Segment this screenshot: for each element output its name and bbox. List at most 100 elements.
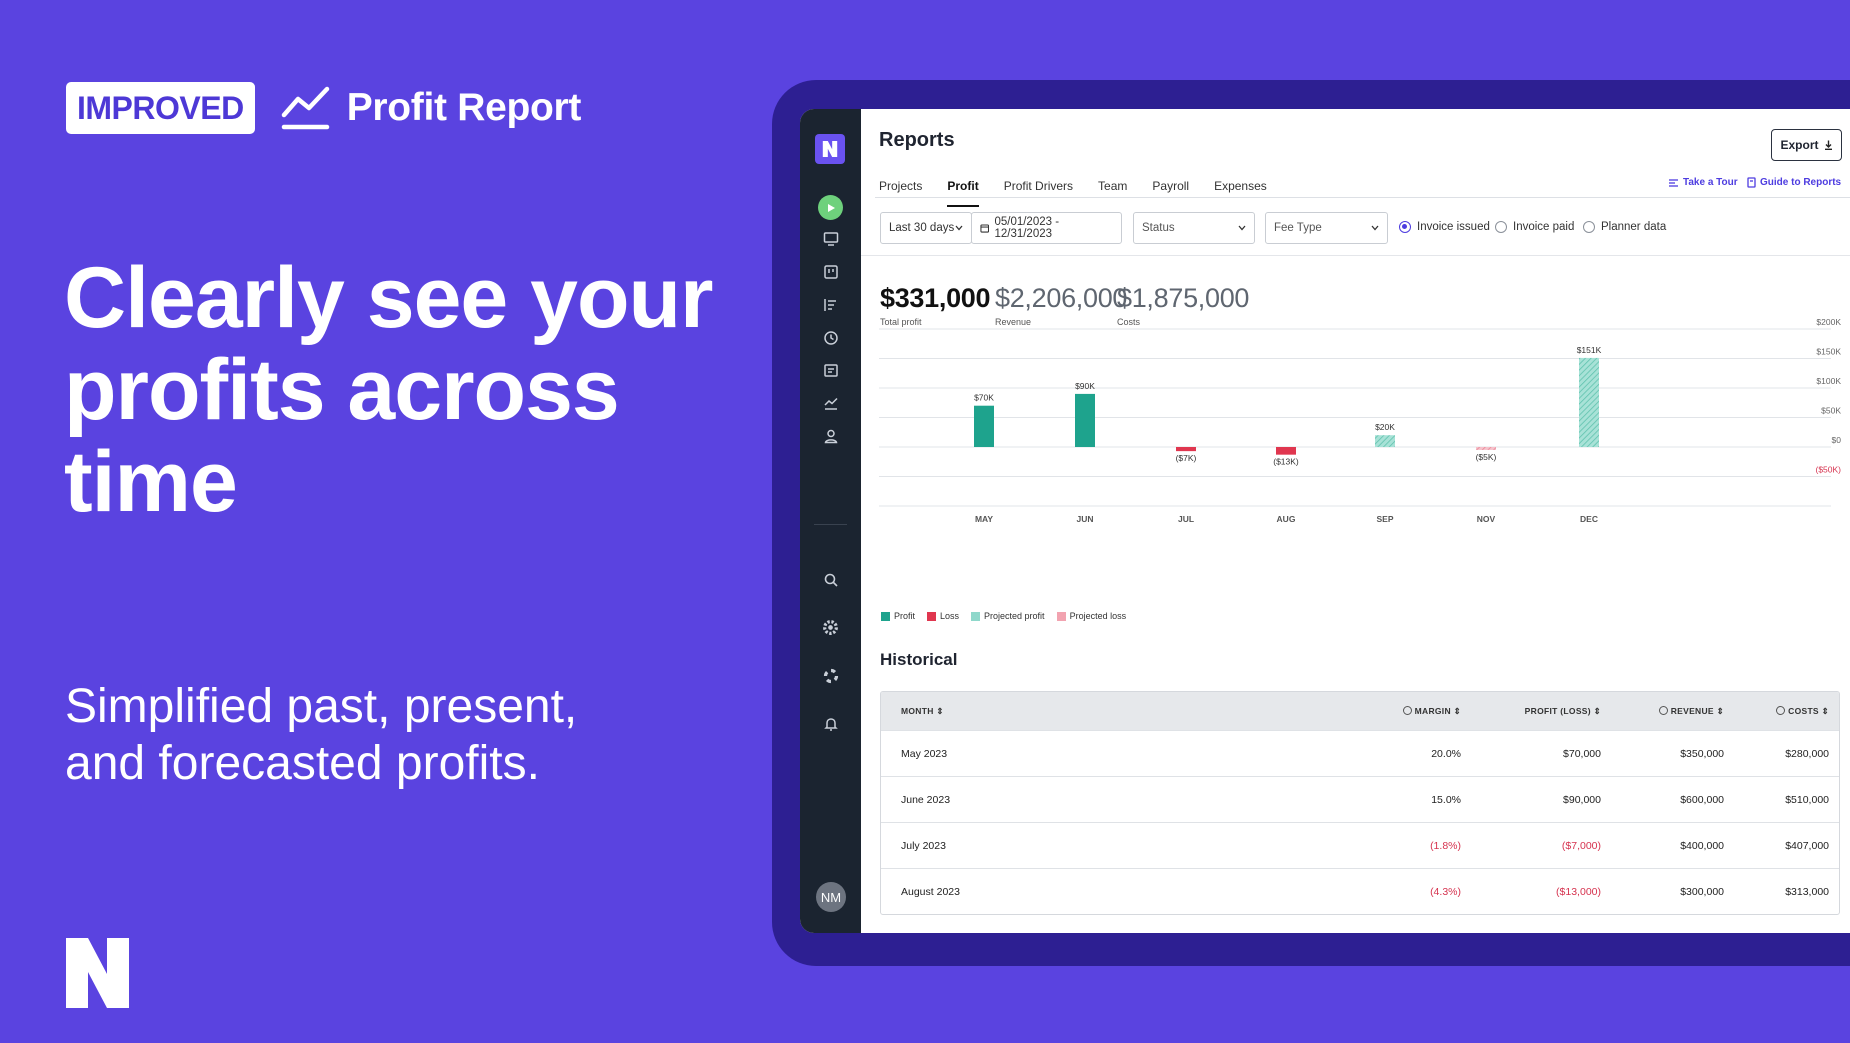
radio-label: Invoice issued bbox=[1417, 221, 1490, 233]
legend-item-profit: Profit bbox=[881, 611, 915, 621]
trend-icon[interactable] bbox=[820, 392, 841, 413]
tab-payroll[interactable]: Payroll bbox=[1152, 179, 1190, 193]
metric-value: $1,875,000 bbox=[1117, 283, 1250, 313]
search-icon[interactable] bbox=[820, 569, 841, 590]
x-tick-label: NOV bbox=[1477, 514, 1496, 524]
table-row[interactable]: August 2023 (4.3%) ($13,000) $300,000 $313,0… bbox=[881, 868, 1839, 914]
cell-costs: $280,000 bbox=[1785, 747, 1829, 760]
cell-costs: $313,000 bbox=[1785, 885, 1829, 898]
legend-swatch bbox=[881, 611, 890, 621]
take-tour-link[interactable]: Take a Tour bbox=[1668, 177, 1738, 188]
cell-profit: $90,000 bbox=[1563, 793, 1601, 806]
fee-type-placeholder: Fee Type bbox=[1274, 222, 1322, 234]
y-tick-label: ($50K) bbox=[1815, 465, 1841, 475]
person-icon[interactable] bbox=[820, 425, 841, 446]
chart-bar[interactable] bbox=[1579, 357, 1599, 447]
app-logo-icon[interactable] bbox=[815, 134, 845, 164]
header-label: MONTH bbox=[901, 705, 934, 716]
legend-item-projected-loss: Projected loss bbox=[1056, 611, 1126, 621]
y-tick-label: $100K bbox=[1816, 376, 1841, 386]
fee-type-select[interactable]: Fee Type bbox=[1265, 212, 1388, 244]
date-range-value: 05/01/2023 - 12/31/2023 bbox=[994, 216, 1060, 240]
legend-label: Loss bbox=[940, 611, 960, 621]
radio-label: Planner data bbox=[1601, 221, 1667, 233]
data-label: $90K bbox=[1075, 381, 1095, 391]
avatar[interactable]: NM bbox=[816, 882, 846, 912]
board-icon[interactable] bbox=[820, 261, 841, 282]
hero-title: Profit Report bbox=[346, 86, 582, 129]
help-icon[interactable] bbox=[820, 665, 841, 686]
header-label: MARGIN bbox=[1414, 705, 1451, 716]
cell-profit: ($13,000) bbox=[1556, 885, 1601, 898]
tab-profit-drivers[interactable]: Profit Drivers bbox=[1003, 179, 1074, 193]
header-label: COSTS bbox=[1788, 705, 1819, 716]
chart-bar[interactable] bbox=[1476, 447, 1496, 450]
chart-bar[interactable] bbox=[974, 405, 994, 447]
header-revenue[interactable]: REVENUE ⇕ bbox=[1601, 705, 1724, 717]
monitor-icon[interactable] bbox=[820, 228, 841, 249]
legend-item-projected-profit: Projected profit bbox=[971, 611, 1045, 621]
sidebar-divider bbox=[814, 524, 847, 525]
headline: Clearly see your profits across time bbox=[64, 250, 713, 530]
tabs-divider bbox=[875, 197, 1850, 198]
radio-planner-data[interactable]: Planner data bbox=[1583, 221, 1666, 233]
calendar-icon bbox=[980, 224, 990, 233]
header-margin[interactable]: MARGIN ⇕ bbox=[1351, 705, 1461, 717]
legend-swatch bbox=[927, 611, 937, 621]
header-label: REVENUE bbox=[1670, 705, 1714, 716]
cell-month: August 2023 bbox=[901, 885, 960, 898]
info-icon bbox=[1776, 705, 1786, 715]
metric-label: Revenue bbox=[995, 317, 1032, 327]
take-tour-label: Take a Tour bbox=[1683, 177, 1738, 188]
status-placeholder: Status bbox=[1142, 222, 1175, 234]
cell-margin: 20.0% bbox=[1431, 747, 1461, 760]
table-row[interactable]: May 2023 20.0% $70,000 $350,000 $280,000 bbox=[881, 730, 1839, 776]
chart-bar[interactable] bbox=[1276, 447, 1296, 455]
chart-legend: Profit Loss Projected profit Projected l… bbox=[881, 611, 1126, 621]
tab-expenses[interactable]: Expenses bbox=[1214, 179, 1267, 193]
data-label: $151K bbox=[1577, 345, 1602, 355]
chevron-down-icon bbox=[955, 225, 963, 231]
x-tick-label: JUN bbox=[1076, 514, 1093, 524]
header-costs[interactable]: COSTS ⇕ bbox=[1724, 705, 1829, 717]
chart-bar[interactable] bbox=[1375, 435, 1395, 447]
table-row[interactable]: July 2023 (1.8%) ($7,000) $400,000 $407,000 bbox=[881, 822, 1839, 868]
hero-header: IMPROVED Profit Report bbox=[66, 82, 581, 134]
book-icon bbox=[1747, 177, 1756, 188]
chart-bar[interactable] bbox=[1075, 393, 1095, 447]
table-header: MONTH ⇕ MARGIN ⇕ PROFIT (LOSS) ⇕ REVENUE… bbox=[881, 692, 1839, 730]
metric-label: Costs bbox=[1117, 317, 1141, 327]
cell-costs: $510,000 bbox=[1785, 793, 1829, 806]
metric-value: $2,206,000 bbox=[995, 283, 1128, 313]
tab-profit[interactable]: Profit bbox=[947, 177, 979, 207]
radio-label: Invoice paid bbox=[1513, 221, 1575, 233]
clock-icon[interactable] bbox=[820, 327, 841, 348]
export-label: Export bbox=[1780, 138, 1819, 152]
timer-play-icon[interactable] bbox=[818, 195, 843, 220]
date-range-picker[interactable]: 05/01/2023 - 12/31/2023 bbox=[971, 212, 1122, 244]
tab-projects[interactable]: Projects bbox=[879, 179, 923, 193]
chart-bar[interactable] bbox=[1176, 447, 1196, 452]
radio-selected-icon bbox=[1399, 221, 1411, 233]
cell-costs: $407,000 bbox=[1785, 839, 1829, 852]
export-button[interactable]: Export bbox=[1771, 129, 1842, 161]
header-month[interactable]: MONTH ⇕ bbox=[901, 705, 944, 716]
table-row[interactable]: June 2023 15.0% $90,000 $600,000 $510,000 bbox=[881, 776, 1839, 822]
radio-invoice-paid[interactable]: Invoice paid bbox=[1495, 221, 1574, 233]
guide-link[interactable]: Guide to Reports bbox=[1747, 177, 1841, 188]
status-select[interactable]: Status bbox=[1133, 212, 1255, 244]
radio-invoice-issued[interactable]: Invoice issued bbox=[1399, 221, 1490, 233]
data-label: ($5K) bbox=[1476, 452, 1497, 462]
bell-icon[interactable] bbox=[820, 713, 841, 734]
list-icon[interactable] bbox=[820, 294, 841, 315]
cell-revenue: $350,000 bbox=[1680, 747, 1724, 760]
header-profit[interactable]: PROFIT (LOSS) ⇕ bbox=[1524, 705, 1601, 716]
guide-label: Guide to Reports bbox=[1760, 177, 1842, 188]
gear-icon[interactable] bbox=[820, 617, 841, 638]
info-icon bbox=[1402, 705, 1412, 715]
tab-team[interactable]: Team bbox=[1098, 179, 1128, 193]
x-tick-label: JUL bbox=[1178, 514, 1194, 524]
period-select[interactable]: Last 30 days bbox=[880, 212, 972, 244]
report-icon[interactable] bbox=[820, 360, 841, 381]
data-label: ($13K) bbox=[1273, 457, 1299, 467]
